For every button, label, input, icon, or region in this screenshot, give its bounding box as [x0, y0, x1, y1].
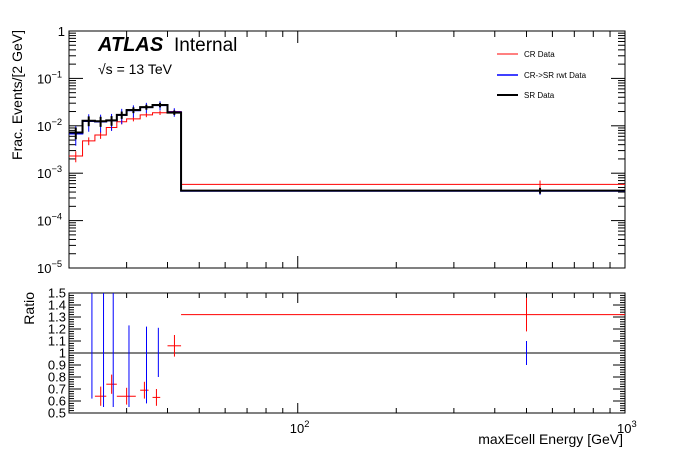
y-tick-label: 10−3 [37, 164, 62, 181]
y-tick-label: 1.5 [48, 286, 66, 301]
y-tick-label: 10−4 [37, 212, 62, 229]
y-tick-label: 1.1 [48, 334, 66, 349]
x-tick-label: 102 [290, 419, 310, 436]
x-axis-label: maxEcell Energy [GeV] [478, 431, 623, 447]
y-tick-label: 0.9 [48, 358, 66, 373]
histogram-0 [69, 111, 625, 185]
y-tick-label: 1 [58, 24, 65, 39]
legend-entry-rwt-data: CR->SR rwt Data [497, 71, 587, 80]
histogram-2 [69, 103, 625, 192]
bottom-x-tick-labels: 102 103 [290, 419, 637, 436]
top-histograms [69, 103, 625, 192]
y-tick-label: 1.3 [48, 310, 66, 325]
y-tick-label: 10−2 [37, 117, 62, 134]
y-tick-label: 0.5 [48, 406, 66, 421]
top-plot-frame [68, 30, 626, 269]
y-tick-label: 1 [59, 346, 66, 361]
top-y-axis-label: Frac. Events/[2 GeV] [9, 30, 25, 160]
y-tick-label: 0.6 [48, 394, 66, 409]
y-tick-label: 1.4 [48, 298, 66, 313]
top-error-bars [74, 101, 542, 195]
atlas-text: ATLAS [97, 34, 164, 56]
energy-text: √s = 13 TeV [98, 61, 173, 77]
legend-label-sr: SR Data [524, 91, 555, 100]
y-tick-label: 1.2 [48, 322, 66, 337]
legend-label-cr: CR Data [524, 50, 555, 59]
histogram-1 [69, 104, 625, 192]
legend-entry-sr-data: SR Data [497, 91, 555, 100]
bottom-panel: 0.50.60.70.80.911.11.21.31.41.5 102 103 R… [21, 286, 637, 448]
top-y-tick-labels: 1 10−1 10−2 10−3 10−4 10−5 [37, 24, 65, 276]
bottom-y-axis-label: Ratio [21, 292, 37, 325]
legend-label-rwt: CR->SR rwt Data [524, 71, 587, 80]
bottom-y-tick-labels: 0.50.60.70.80.911.11.21.31.41.5 [48, 286, 66, 421]
internal-text: Internal [174, 35, 237, 56]
y-tick-label: 10−1 [37, 69, 62, 86]
top-axis-ticks [68, 30, 626, 269]
top-panel: 1 10−1 10−2 10−3 10−4 10−5 Frac. Events/[2 Ge… [9, 24, 626, 276]
atlas-label: ATLAS Internal √s = 13 TeV [97, 34, 237, 77]
legend: CR Data CR->SR rwt Data SR Data [497, 50, 587, 100]
x-tick-label: 103 [617, 419, 637, 436]
y-tick-label: 0.8 [48, 370, 66, 385]
legend-entry-cr-data: CR Data [497, 50, 555, 59]
ratio-points [91, 293, 625, 407]
y-tick-label: 0.7 [48, 382, 66, 397]
y-tick-label: 10−5 [37, 259, 62, 276]
